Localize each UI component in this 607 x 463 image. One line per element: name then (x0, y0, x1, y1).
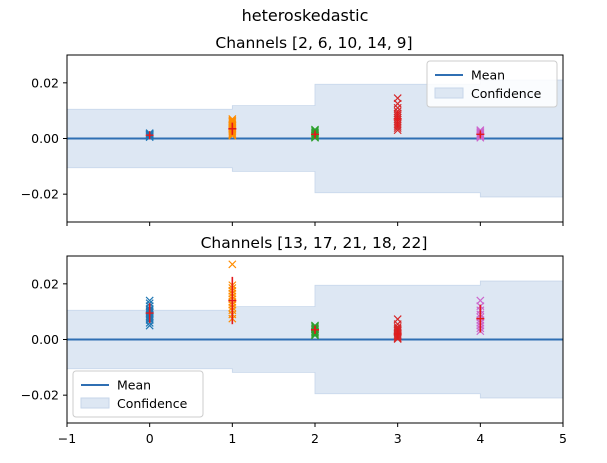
mean-marker (145, 131, 154, 140)
legend: Mean Confidence (426, 60, 558, 108)
data-point (476, 126, 485, 135)
mean-marker (393, 329, 402, 338)
legend-confidence-label: Confidence (471, 86, 542, 101)
data-point (228, 117, 237, 126)
y-tick-label: −0.02 (21, 388, 59, 403)
plot-area: 0.02 0.00 −0.02 −1 0 1 2 3 4 5 Mean Confidence (21, 255, 567, 446)
data-point (310, 321, 320, 330)
x-tick-label: 1 (228, 431, 236, 446)
x-tick-label: −1 (58, 431, 76, 446)
mean-marker (476, 314, 485, 323)
data-point (228, 260, 237, 269)
y-tick-label: 0.02 (31, 75, 59, 90)
data-point (393, 315, 402, 324)
mean-marker (145, 309, 154, 318)
x-tick-label: 5 (559, 431, 567, 446)
figure-title: heteroskedastic (242, 6, 369, 25)
data-point (393, 322, 402, 331)
panel-title: Channels [13, 17, 21, 18, 22] (201, 234, 428, 252)
legend-confidence-swatch (80, 397, 110, 409)
data-point (393, 94, 402, 103)
data-point (393, 123, 402, 132)
y-tick-label: 0.02 (31, 276, 59, 291)
data-point (310, 125, 320, 134)
x-tick-label: 3 (394, 431, 402, 446)
bottom-panel: Channels [13, 17, 21, 18, 22] 0.02 0.00 −0… (21, 234, 567, 446)
data-point (228, 114, 237, 124)
x-tick-label: 2 (311, 431, 319, 446)
mean-marker (311, 130, 319, 139)
top-panel: Channels [2, 6, 10, 14, 9] 0.02 0.00 −0.02… (21, 34, 564, 226)
plot-area: 0.02 0.00 −0.02 Mean Confidence (21, 54, 564, 226)
data-point (228, 116, 237, 125)
legend-confidence-swatch (434, 87, 464, 99)
legend-confidence-label: Confidence (117, 396, 188, 411)
y-tick-label: −0.02 (21, 187, 59, 202)
mean-marker (228, 296, 237, 305)
data-point (145, 296, 154, 305)
mean-marker (476, 130, 485, 139)
legend-mean-label: Mean (117, 378, 151, 393)
mean-marker (393, 115, 402, 124)
mean-marker (311, 325, 319, 334)
y-tick-label: 0.00 (31, 332, 59, 347)
legend: Mean Confidence (72, 370, 204, 418)
legend-mean-label: Mean (471, 68, 505, 83)
mean-marker (228, 124, 237, 133)
panel-title: Channels [2, 6, 10, 14, 9] (215, 34, 412, 52)
x-tick-label: 0 (146, 431, 154, 446)
y-tick-label: 0.00 (31, 131, 59, 146)
data-point (476, 296, 485, 305)
x-tick-label: 4 (476, 431, 484, 446)
